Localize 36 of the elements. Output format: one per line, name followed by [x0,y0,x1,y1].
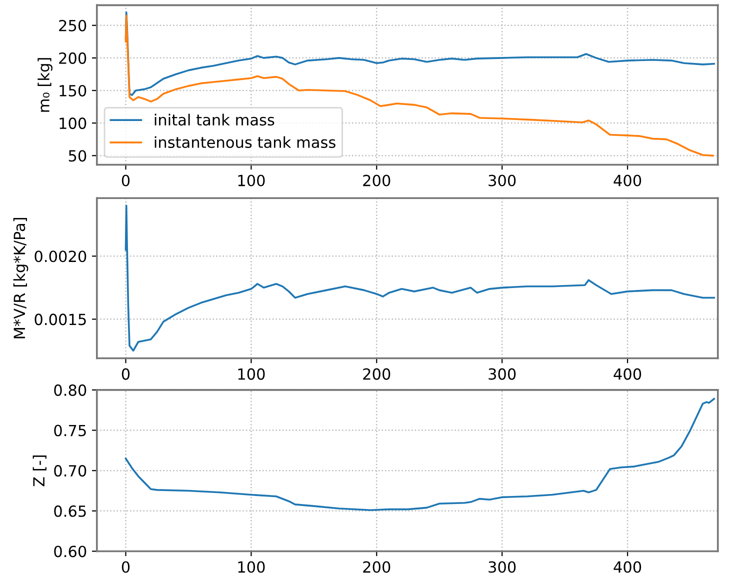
y-tick-label: 0.80 [54,384,86,396]
x-tick-label: 0 [122,368,130,380]
line-series [124,204,715,352]
legend-label: instantenous tank mass [154,136,336,148]
y-tick-label: 0.0020 [34,250,86,262]
y-axis-title: m₀ [kg] [38,58,52,112]
line-series [124,11,715,96]
x-tick-label: 200 [363,561,390,573]
line-series [124,398,715,512]
x-tick-label: 100 [238,368,265,380]
y-tick-label: 0.75 [54,424,86,436]
x-tick-label: 0 [122,174,130,186]
legend-label: inital tank mass [154,114,274,126]
y-tick-label: 0.65 [54,505,86,517]
y-axis-title: M*V/R [kg*K/Pa] [13,218,28,338]
y-axis-title: Z [-] [32,456,46,486]
y-tick-label: 0.60 [54,546,86,558]
x-tick-label: 0 [122,561,130,573]
y-tick-label: 250 [59,20,86,32]
x-tick-label: 400 [614,561,642,573]
x-tick-label: 300 [488,368,516,380]
y-tick-label: 0.0015 [34,314,86,326]
x-tick-label: 100 [238,561,265,573]
x-tick-label: 200 [363,174,390,186]
x-tick-label: 400 [614,174,642,186]
x-tick-label: 100 [238,174,265,186]
x-tick-label: 400 [614,368,642,380]
line-series [124,14,714,157]
x-tick-label: 300 [488,174,516,186]
y-tick-label: 100 [60,118,86,130]
y-tick-label: 150 [60,84,86,97]
y-tick-label: 50 [68,150,86,162]
x-tick-label: 200 [363,368,390,380]
y-tick-label: 0.70 [54,465,86,477]
y-tick-label: 200 [59,52,86,64]
x-tick-label: 300 [488,561,516,573]
